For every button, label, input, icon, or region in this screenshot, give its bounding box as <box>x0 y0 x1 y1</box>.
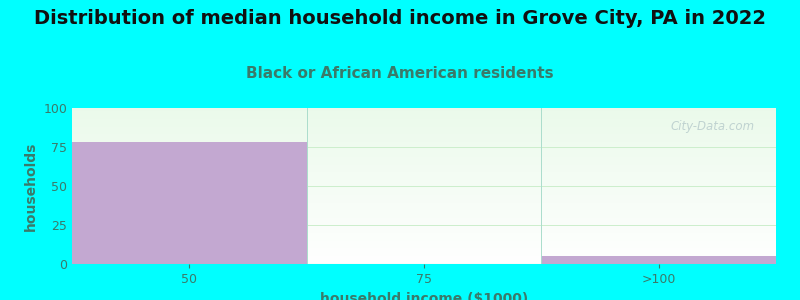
Bar <box>542 256 776 264</box>
Bar <box>72 142 306 264</box>
X-axis label: household income ($1000): household income ($1000) <box>320 292 528 300</box>
Y-axis label: households: households <box>24 141 38 231</box>
Text: Distribution of median household income in Grove City, PA in 2022: Distribution of median household income … <box>34 9 766 28</box>
Text: Black or African American residents: Black or African American residents <box>246 66 554 81</box>
Text: City-Data.com: City-Data.com <box>670 121 755 134</box>
